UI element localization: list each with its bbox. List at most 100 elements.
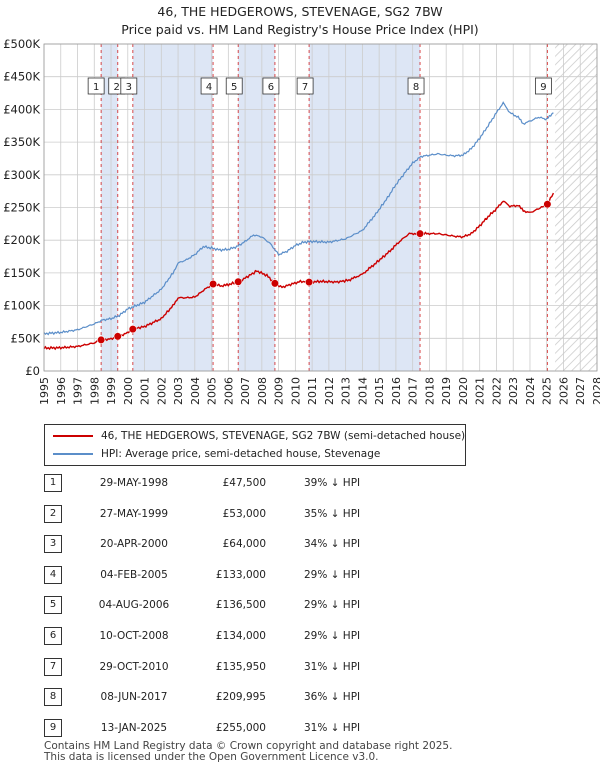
hpi-line	[43, 101, 554, 336]
x-tick-label: 1995	[38, 377, 51, 405]
row-date: 29-MAY-1998	[99, 477, 169, 489]
sale-number-box	[225, 77, 243, 95]
x-tick-label: 1998	[88, 377, 101, 405]
sale-point	[305, 277, 314, 287]
row-date: 13-JAN-2025	[100, 721, 168, 734]
sale-point	[97, 335, 106, 345]
row-number-badge: 5	[44, 596, 62, 615]
row-hpi-change: 29% ↓ HPI	[304, 599, 361, 612]
row-number-badge: 7	[44, 657, 62, 676]
row-date: 20-APR-2000	[100, 538, 168, 551]
sale-point	[234, 277, 243, 286]
row-number-badge: 9	[44, 718, 62, 737]
x-tick-label: 2028	[591, 377, 600, 405]
x-tick-label: 2014	[356, 377, 369, 405]
row-hpi-change: 31% ↓ HPI	[304, 660, 361, 673]
x-tick-label: 2026	[557, 377, 570, 405]
x-tick-label: 2015	[373, 377, 386, 405]
table-row: 6 10-OCT-2008 £134,000 29% ↓ HPI	[44, 626, 564, 646]
y-tick-label: £500K	[3, 37, 40, 51]
sale-point	[208, 279, 218, 289]
table-row: 4 04-FEB-2005 £133,000 29% ↓ HPI	[44, 565, 564, 585]
row-price: £255,000	[215, 721, 266, 734]
sale-number-label: 2	[114, 82, 120, 93]
row-price: £135,950	[215, 660, 266, 673]
x-tick-label: 2000	[122, 377, 135, 405]
x-tick-label: 2004	[189, 377, 202, 405]
row-number-badge: 2	[44, 504, 62, 523]
row-hpi-change: 29% ↓ HPI	[304, 568, 361, 581]
row-hpi-change: 39% ↓ HPI	[304, 477, 361, 489]
y-tick-label: £450K	[3, 70, 40, 84]
x-tick-label: 1996	[55, 377, 68, 405]
x-tick-label: 2024	[524, 377, 537, 405]
x-tick-label: 2017	[407, 377, 420, 405]
x-tick-label: 2002	[155, 377, 168, 405]
sale-number-box	[200, 77, 218, 95]
x-tick-label: 2008	[256, 377, 269, 405]
sale-point	[270, 279, 280, 288]
row-number-badge: 1	[44, 474, 62, 492]
x-tick-label: 2027	[574, 377, 587, 405]
x-tick-label: 1999	[105, 377, 118, 405]
sale-point	[543, 200, 552, 209]
table-row: 5 04-AUG-2006 £136,500 29% ↓ HPI	[44, 595, 564, 615]
x-tick-label: 2022	[490, 377, 503, 405]
row-number-badge: 4	[44, 565, 62, 584]
legend-label-hpi: HPI: Average price, semi-detached house,…	[101, 448, 381, 460]
row-hpi-change: 34% ↓ HPI	[304, 538, 361, 551]
x-tick-label: 2010	[289, 377, 302, 405]
table-row: 2 27-MAY-1999 £53,000 35% ↓ HPI	[44, 504, 564, 524]
row-hpi-change: 31% ↓ HPI	[304, 721, 361, 734]
sale-number-box	[296, 77, 314, 95]
row-date: 08-JUN-2017	[100, 691, 168, 704]
table-row: 1 29-MAY-1998 £47,500 39% ↓ HPI	[44, 473, 564, 493]
x-tick-label: 2016	[390, 377, 403, 405]
row-price: £134,000	[215, 630, 266, 642]
sale-point	[128, 325, 137, 334]
y-tick-label: £0	[25, 364, 40, 378]
sale-number-box	[262, 77, 280, 95]
x-tick-label: 2018	[423, 377, 436, 405]
sale-number-label: 5	[231, 82, 237, 93]
row-number-badge: 6	[44, 627, 62, 645]
x-tick-label: 2007	[239, 377, 252, 405]
table-row: 3 20-APR-2000 £64,000 34% ↓ HPI	[44, 534, 564, 554]
y-tick-label: £100K	[3, 299, 40, 313]
x-tick-label: 2006	[222, 377, 235, 405]
row-price: £53,000	[222, 507, 266, 520]
row-number-badge: 3	[44, 535, 62, 554]
legend-label-price-paid: 46, THE HEDGEROWS, STEVENAGE, SG2 7BW (s…	[101, 430, 466, 442]
legend: 46, THE HEDGEROWS, STEVENAGE, SG2 7BW (s…	[44, 424, 466, 466]
x-tick-label: 2025	[541, 377, 554, 405]
y-tick-label: £200K	[3, 233, 40, 247]
y-tick-label: £150K	[3, 266, 40, 280]
sale-number-label: 3	[126, 82, 132, 93]
x-tick-label: 2021	[474, 377, 487, 405]
sale-number-box	[534, 77, 552, 95]
x-tick-label: 2020	[457, 377, 470, 405]
price-paid-line	[43, 192, 555, 351]
sale-number-box	[120, 77, 138, 95]
table-row: 8 08-JUN-2017 £209,995 36% ↓ HPI	[44, 687, 564, 707]
legend-swatch-hpi	[53, 453, 93, 455]
y-tick-label: £300K	[3, 168, 40, 182]
x-tick-label: 2019	[440, 377, 453, 405]
y-tick-label: £50K	[11, 331, 41, 345]
x-tick-label: 2001	[139, 377, 152, 405]
row-price: £47,500	[222, 477, 266, 489]
sale-number-label: 1	[93, 82, 99, 93]
chart-subtitle: Price paid vs. HM Land Registry's House …	[121, 22, 479, 37]
sale-number-label: 4	[206, 82, 212, 93]
row-hpi-change: 35% ↓ HPI	[304, 507, 361, 520]
row-date: 04-FEB-2005	[100, 568, 168, 581]
sale-number-label: 8	[413, 82, 419, 93]
legend-swatch-price-paid	[53, 435, 93, 437]
row-date: 27-MAY-1999	[99, 507, 169, 520]
x-tick-label: 2011	[306, 377, 319, 405]
x-tick-label: 2009	[273, 377, 286, 405]
row-price: £133,000	[215, 568, 266, 581]
row-hpi-change: 29% ↓ HPI	[304, 630, 361, 642]
table-row: 7 29-OCT-2010 £135,950 31% ↓ HPI	[44, 657, 564, 677]
x-tick-label: 2005	[206, 377, 219, 405]
